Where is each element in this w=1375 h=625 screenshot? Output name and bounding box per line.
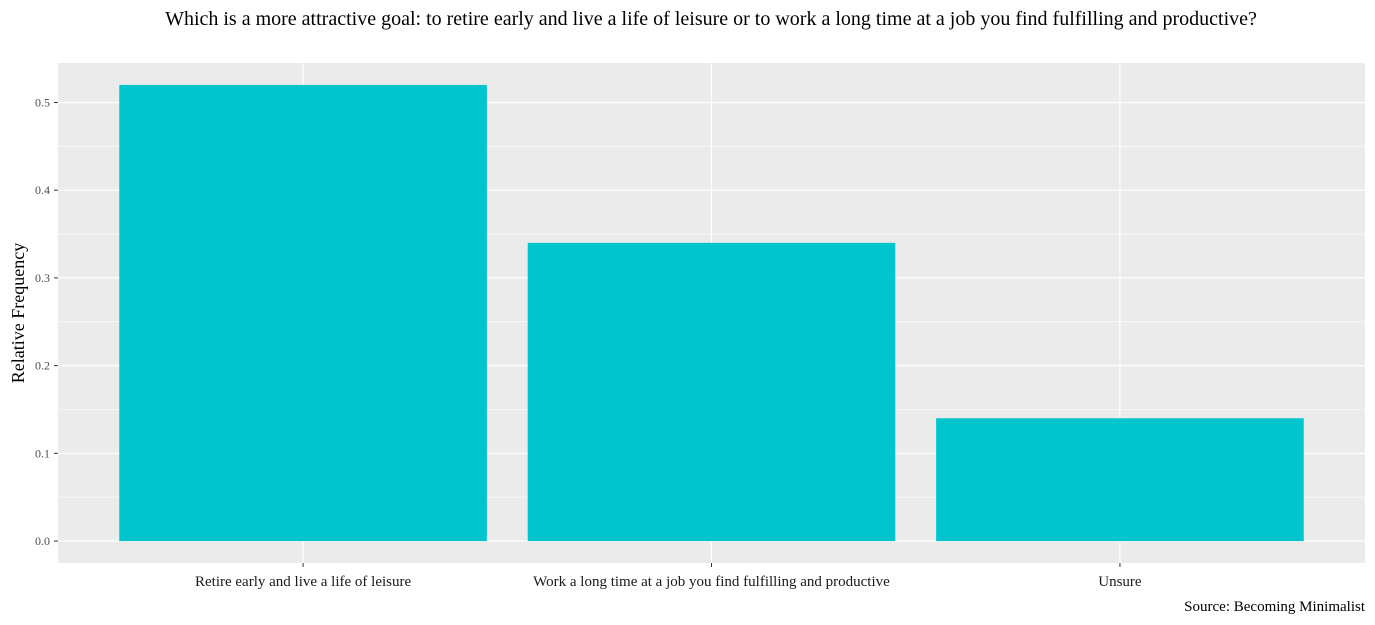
y-tick-label: 0.2 [35, 359, 50, 373]
y-tick-label: 0.1 [35, 446, 50, 460]
x-axis-ticks: Retire early and live a life of leisure W… [195, 563, 1142, 590]
y-tick-label: 0.5 [35, 95, 50, 109]
chart-title: Which is a more attractive goal: to reti… [165, 8, 1257, 30]
bar [936, 418, 1304, 542]
bar [119, 84, 487, 542]
y-tick-label: 0.0 [35, 534, 50, 548]
x-tick-label: Work a long time at a job you find fulfi… [533, 574, 890, 590]
bars [119, 84, 1304, 542]
y-tick-label: 0.3 [35, 271, 50, 285]
chart-caption: Source: Becoming Minimalist [1184, 599, 1366, 615]
y-axis-title: Relative Frequency [8, 243, 28, 383]
x-tick-label: Retire early and live a life of leisure [195, 574, 411, 590]
x-tick-label: Unsure [1098, 574, 1142, 590]
bar [527, 242, 896, 542]
y-tick-label: 0.4 [35, 183, 50, 197]
y-axis-ticks: 0.0 0.1 0.2 0.3 0.4 0.5 [35, 95, 58, 548]
